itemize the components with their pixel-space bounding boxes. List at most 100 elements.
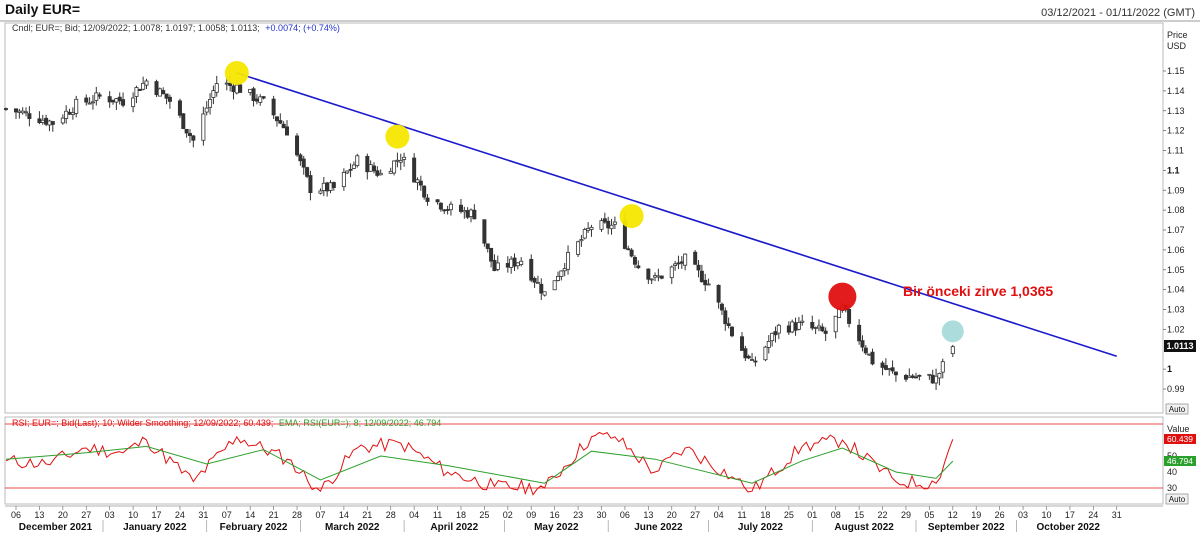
candle-body: [97, 94, 102, 97]
day-tick-label: 20: [667, 510, 677, 520]
candle-body: [87, 102, 92, 105]
rsi-axis[interactable]: Value 60 50 40 30 60.439 46.794 Auto: [1164, 424, 1196, 505]
price-auto-button[interactable]: [1165, 403, 1189, 415]
candle-body: [485, 243, 490, 249]
candle-body: [44, 117, 49, 125]
candle-body: [365, 155, 370, 173]
price-axis[interactable]: Price USD 1.15 1.14 1.13 1.12 1.11 1.1 1.09 1.0…: [1163, 30, 1196, 415]
candle-body: [556, 276, 561, 281]
day-tick-label: 05: [924, 510, 934, 520]
candle-body: [214, 83, 219, 93]
candle-body: [579, 239, 584, 242]
rsi-pane[interactable]: [4, 416, 1164, 505]
candle-body: [606, 220, 611, 229]
day-tick-label: 01: [807, 510, 817, 520]
candle-body: [141, 82, 146, 90]
candle-body: [887, 368, 892, 371]
candle-body: [64, 110, 69, 119]
price-legend: Cndl; EUR=; Bid; 12/09/2022; 1.0078; 1.0…: [12, 23, 340, 33]
candle-body: [355, 155, 360, 167]
candle-body: [271, 98, 276, 116]
day-tick-label: 28: [292, 510, 302, 520]
month-label: June 2022: [634, 522, 683, 533]
day-tick-label: 14: [339, 510, 349, 520]
candle-body: [813, 327, 818, 329]
day-tick-label: 03: [105, 510, 115, 520]
candle-body: [325, 182, 330, 192]
annotation-label: Bir önceki zirve 1,0365: [903, 283, 1053, 299]
day-tick-label: 31: [198, 510, 208, 520]
price-tick-label: 1.04: [1167, 285, 1185, 295]
candle-body: [285, 126, 290, 136]
candle-body: [656, 275, 661, 278]
candle-body: [883, 365, 888, 370]
candlestick-series: [3, 75, 955, 391]
candle-body: [950, 346, 955, 355]
candle-body: [184, 128, 189, 134]
candle-body: [94, 92, 99, 101]
day-tick-label: 02: [503, 510, 513, 520]
candle-body: [609, 224, 614, 230]
candle-body: [492, 259, 497, 271]
candle-body: [211, 90, 216, 98]
day-tick-label: 18: [456, 510, 466, 520]
candle-body: [234, 84, 239, 94]
candle-body: [371, 165, 376, 172]
candle-body: [629, 249, 634, 257]
day-tick-label: 06: [620, 510, 630, 520]
candle-body: [703, 279, 708, 286]
candle-body: [693, 251, 698, 265]
candle-body: [442, 209, 447, 212]
day-tick-label: 13: [34, 510, 44, 520]
yellow-touch-marker: [224, 60, 249, 85]
day-tick-label: 23: [573, 510, 583, 520]
candle-body: [425, 197, 430, 202]
candle-body: [723, 310, 728, 325]
candle-body: [422, 185, 427, 198]
candle-body: [201, 113, 206, 141]
candle-body: [107, 96, 112, 103]
candle-body: [465, 210, 470, 218]
candle-body: [191, 135, 196, 141]
candle-body: [519, 260, 524, 265]
candle-body: [903, 375, 908, 380]
month-label: March 2022: [325, 522, 380, 533]
candle-body: [833, 315, 838, 333]
candle-body: [495, 262, 500, 270]
candle-body: [913, 376, 918, 379]
candle-body: [375, 170, 380, 176]
candle-body: [154, 81, 159, 96]
candle-body: [351, 164, 356, 169]
candle-body: [238, 84, 243, 93]
candle-body: [636, 265, 641, 269]
month-label: May 2022: [534, 522, 579, 533]
candle-body: [308, 175, 313, 194]
rsi-auto-label: Auto: [1169, 495, 1186, 504]
rsi-tick-40: 40: [1167, 467, 1177, 477]
day-tick-label: 04: [714, 510, 724, 520]
date-range[interactable]: 03/12/2021 - 01/11/2022 (GMT): [1041, 7, 1195, 19]
candle-body: [653, 275, 658, 278]
touch-point-markers: [224, 60, 964, 343]
candle-body: [793, 322, 798, 331]
rsi-auto-button[interactable]: [1165, 493, 1189, 505]
time-axis[interactable]: 06 13 20 27 03 10 17 24 31 07 14 21 28 07 14 21 28 04 11 18…: [5, 505, 1163, 533]
candle-body: [626, 248, 631, 251]
candle-body: [305, 167, 310, 177]
rsi-value-tag: [1164, 434, 1196, 444]
candle-body: [726, 323, 731, 327]
candle-body: [535, 281, 540, 284]
candle-body: [743, 348, 748, 359]
candle-body: [177, 100, 182, 116]
price-tick-label: 1.14: [1167, 86, 1185, 96]
day-tick-label: 21: [269, 510, 279, 520]
candle-body: [542, 291, 547, 296]
candle-body: [204, 107, 209, 113]
day-tick-label: 04: [409, 510, 419, 520]
candle-body: [131, 97, 136, 108]
candle-body: [649, 278, 654, 281]
price-axis-unit: USD: [1167, 41, 1187, 51]
price-tick-label: 0.99: [1167, 384, 1185, 394]
price-pane[interactable]: [4, 22, 1164, 414]
